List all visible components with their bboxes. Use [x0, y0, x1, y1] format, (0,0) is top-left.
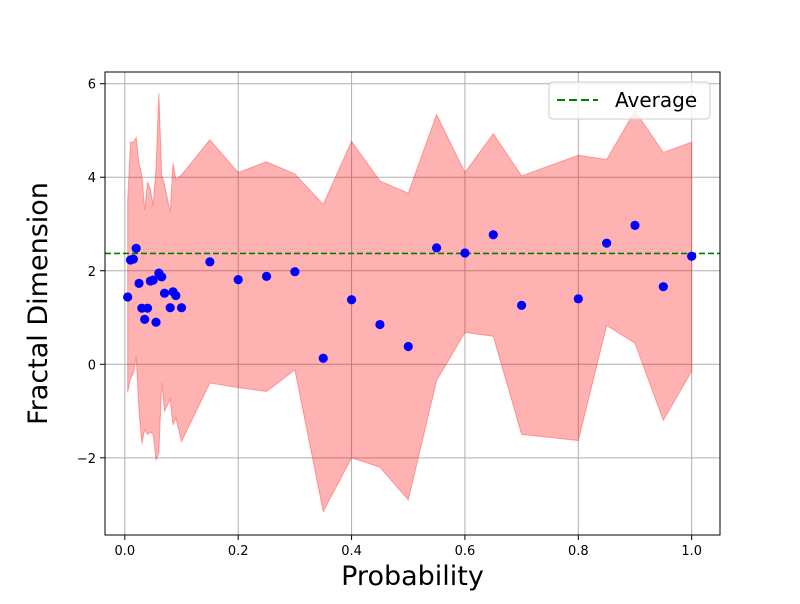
- data-point: [142, 303, 153, 313]
- x-tick-label: 0.0: [114, 544, 135, 559]
- points-layer: [123, 220, 697, 363]
- data-point: [403, 341, 413, 352]
- grid-layer: [105, 72, 720, 535]
- x-axis-label: Probability: [341, 561, 484, 592]
- data-point: [431, 243, 442, 253]
- x-tick-label: 0.2: [228, 544, 249, 559]
- y-tick-label: 0: [88, 358, 96, 373]
- data-point: [602, 238, 612, 248]
- y-tick-label: 2: [88, 265, 96, 280]
- band-layer: [127, 93, 693, 514]
- data-point: [128, 254, 138, 264]
- legend-box: [548, 81, 711, 120]
- plot-frame: [104, 71, 721, 536]
- data-point: [687, 251, 697, 261]
- data-point: [658, 282, 668, 292]
- data-point: [151, 317, 161, 327]
- data-point: [157, 272, 167, 282]
- data-point: [159, 288, 170, 298]
- data-point: [171, 290, 181, 301]
- x-tick-label: 0.4: [341, 544, 362, 559]
- legend-label-average: Average: [615, 88, 697, 112]
- data-point: [148, 275, 158, 285]
- data-point: [205, 257, 215, 267]
- x-tick-label: 0.6: [455, 544, 476, 559]
- data-point: [165, 303, 175, 313]
- data-point: [346, 295, 357, 305]
- x-tick-label: 1.0: [681, 544, 702, 559]
- data-point: [460, 248, 470, 258]
- tick-layer: 0.0 0.2 0.4 0.6 0.8 1.0 −2 0 2 4 6: [77, 78, 702, 559]
- data-point: [131, 243, 141, 253]
- data-point: [290, 267, 300, 277]
- data-point: [134, 278, 144, 288]
- data-point: [630, 220, 640, 230]
- data-point: [140, 314, 150, 325]
- confidence-band: [127, 93, 693, 514]
- y-tick-label: 6: [88, 78, 96, 93]
- y-tick-label: −2: [77, 452, 96, 467]
- data-point: [375, 319, 385, 330]
- legend: Average: [548, 81, 711, 120]
- data-point: [233, 275, 243, 285]
- y-tick-label: 4: [88, 171, 96, 186]
- data-point: [176, 303, 187, 313]
- data-point: [318, 353, 328, 363]
- data-point: [261, 271, 272, 281]
- data-point: [488, 230, 498, 240]
- x-tick-label: 0.8: [568, 544, 589, 559]
- data-point: [573, 294, 583, 304]
- y-axis-label: Fractal Dimension: [23, 182, 54, 425]
- data-point: [517, 300, 527, 310]
- data-point: [123, 292, 133, 302]
